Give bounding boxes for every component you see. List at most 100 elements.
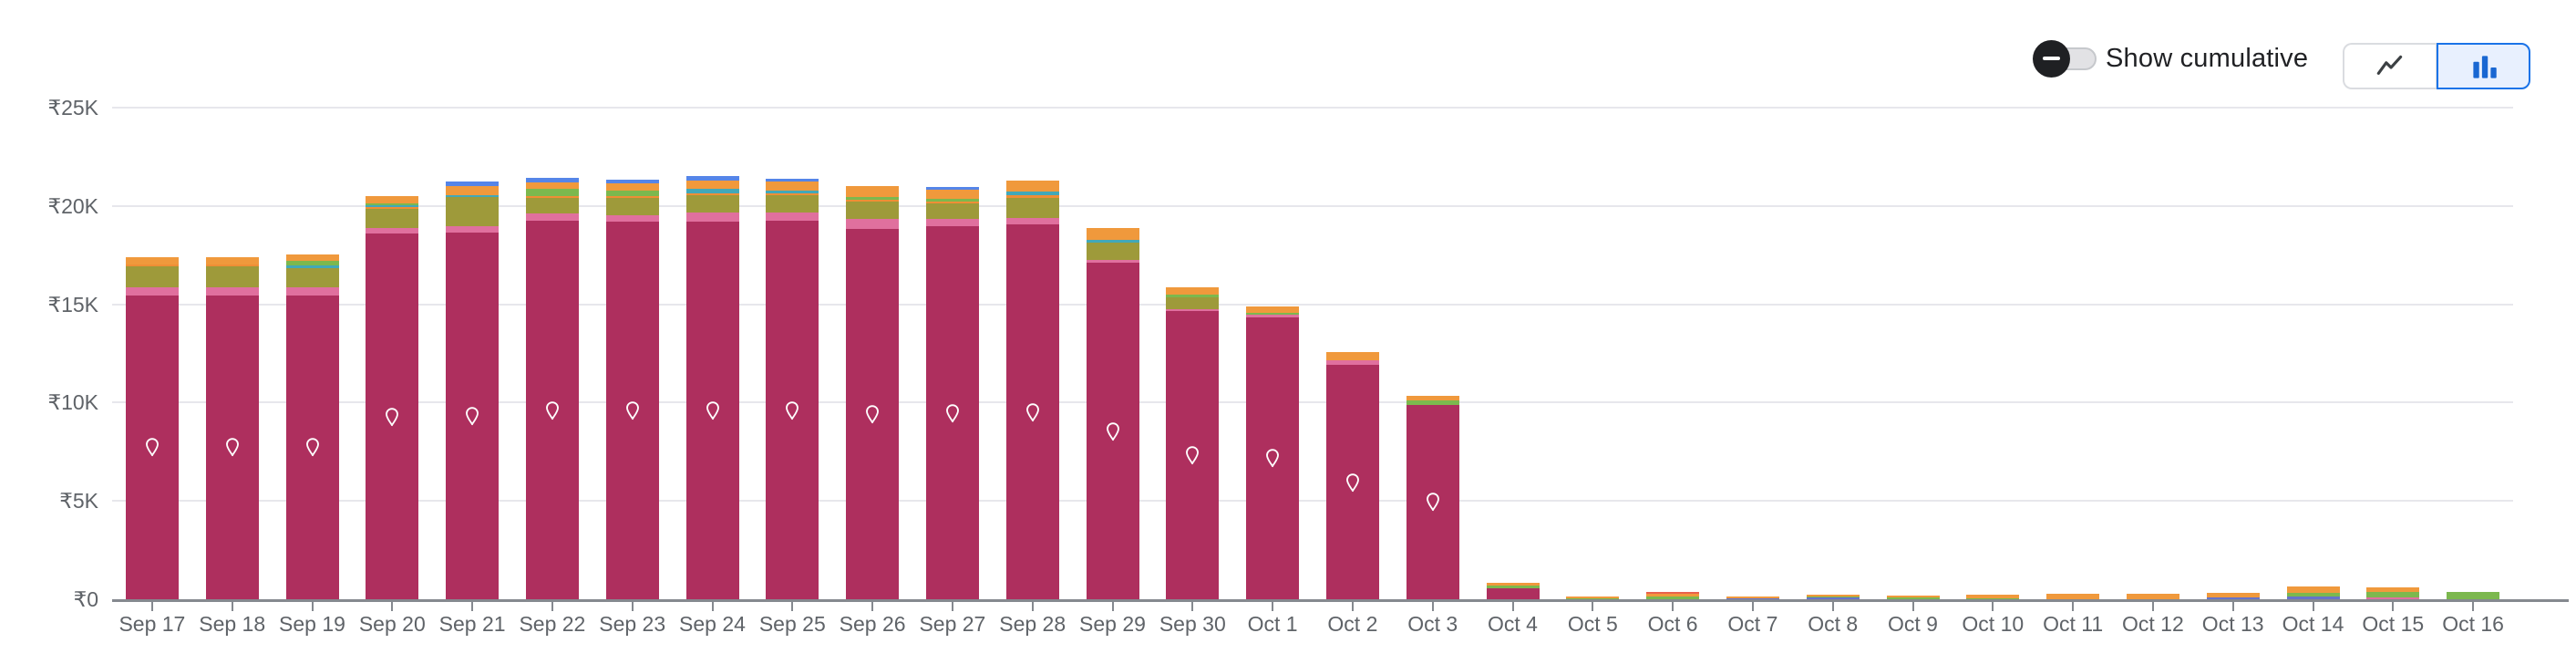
bar-oct-9[interactable] — [1886, 595, 1940, 599]
bar-segment-series-crimson[interactable] — [766, 220, 819, 599]
bar-oct-12[interactable] — [2126, 594, 2179, 599]
bar-segment-series-crimson[interactable] — [1325, 365, 1379, 599]
bar-segment-series-blue[interactable] — [685, 176, 739, 182]
bar-segment-series-orange[interactable] — [1005, 180, 1059, 192]
bar-segment-series-blue[interactable] — [525, 178, 579, 182]
bar-sep-26[interactable] — [846, 186, 900, 599]
bar-segment-series-green[interactable] — [2447, 592, 2500, 599]
bar-segment-series-crimson[interactable] — [605, 222, 659, 599]
bar-sep-27[interactable] — [925, 186, 979, 599]
bar-segment-series-orange[interactable] — [2046, 593, 2100, 599]
bar-segment-series-orange[interactable] — [2366, 587, 2420, 593]
bar-segment-series-pink[interactable] — [1005, 218, 1059, 225]
bar-segment-series-indigo[interactable] — [2206, 597, 2260, 599]
bar-segment-series-olive[interactable] — [205, 266, 259, 287]
bar-segment-series-pink[interactable] — [1086, 260, 1139, 264]
bar-segment-series-orange[interactable] — [766, 181, 819, 191]
bar-segment-series-indigo[interactable] — [1806, 597, 1860, 599]
bar-segment-series-crimson[interactable] — [1005, 224, 1059, 599]
bar-segment-series-green[interactable] — [2366, 592, 2420, 598]
bar-segment-series-orange-thin[interactable] — [846, 199, 900, 202]
bar-sep-17[interactable] — [125, 257, 179, 599]
bar-segment-series-orange-thin[interactable] — [1005, 194, 1059, 198]
bar-sep-30[interactable] — [1166, 287, 1220, 599]
bar-segment-series-orange[interactable] — [1806, 595, 1860, 597]
bar-segment-series-teal[interactable] — [285, 265, 339, 269]
bar-segment-series-olive[interactable] — [285, 268, 339, 287]
bar-chart-button[interactable] — [2437, 43, 2530, 89]
bar-segment-series-orange[interactable] — [1566, 596, 1620, 598]
bar-oct-3[interactable] — [1406, 395, 1459, 599]
bar-segment-series-green[interactable] — [1246, 312, 1300, 316]
bar-segment-series-green[interactable] — [525, 188, 579, 196]
bar-segment-series-orange[interactable] — [1325, 351, 1379, 361]
bar-segment-series-pink[interactable] — [285, 286, 339, 296]
bar-segment-series-orange[interactable] — [685, 181, 739, 190]
bar-segment-series-teal[interactable] — [1086, 240, 1139, 243]
bar-segment-series-orange[interactable] — [2286, 586, 2340, 594]
bar-oct-13[interactable] — [2206, 592, 2260, 599]
bar-segment-series-orange-thin[interactable] — [925, 201, 979, 203]
bar-segment-series-olive[interactable] — [925, 202, 979, 220]
bar-segment-series-green[interactable] — [846, 196, 900, 200]
bar-segment-series-orange-thin[interactable] — [605, 196, 659, 199]
bar-segment-series-orange[interactable] — [1086, 228, 1139, 241]
bar-segment-series-orange-thin[interactable] — [685, 193, 739, 196]
bar-segment-series-crimson[interactable] — [205, 295, 259, 599]
bar-segment-series-crimson[interactable] — [125, 295, 179, 599]
bar-segment-series-teal[interactable] — [685, 189, 739, 194]
bar-segment-series-orange[interactable] — [446, 185, 500, 195]
bar-segment-series-green[interactable] — [366, 203, 419, 206]
bar-oct-4[interactable] — [1486, 582, 1540, 599]
bar-segment-series-green[interactable] — [1166, 295, 1220, 298]
bar-segment-series-pink[interactable] — [1246, 315, 1300, 317]
bar-segment-series-orange[interactable] — [1166, 287, 1220, 296]
bar-segment-series-orange[interactable] — [366, 196, 419, 204]
bar-segment-series-orange[interactable] — [285, 254, 339, 262]
bar-segment-series-green[interactable] — [1566, 597, 1620, 599]
bar-segment-series-green[interactable] — [285, 261, 339, 266]
bar-segment-series-orange[interactable] — [125, 257, 179, 265]
bar-segment-series-olive[interactable] — [685, 195, 739, 213]
bar-segment-series-orange[interactable] — [846, 186, 900, 197]
bar-segment-series-pink[interactable] — [925, 219, 979, 227]
bar-sep-24[interactable] — [685, 176, 739, 599]
bar-segment-series-olive[interactable] — [125, 265, 179, 287]
bar-sep-23[interactable] — [605, 180, 659, 599]
bar-segment-series-olive[interactable] — [1166, 297, 1220, 310]
bar-segment-series-blue[interactable] — [766, 178, 819, 182]
bar-segment-series-olive[interactable] — [766, 194, 819, 213]
bar-segment-series-orange[interactable] — [1406, 395, 1459, 400]
bar-segment-series-pink[interactable] — [125, 286, 179, 296]
bar-segment-series-pink[interactable] — [446, 226, 500, 233]
bar-segment-series-crimson[interactable] — [446, 233, 500, 599]
bar-sep-18[interactable] — [205, 257, 259, 599]
bar-oct-6[interactable] — [1646, 592, 1700, 599]
bar-oct-5[interactable] — [1566, 596, 1620, 599]
bar-segment-series-blue[interactable] — [446, 182, 500, 186]
bar-segment-series-olive[interactable] — [525, 197, 579, 214]
bar-segment-series-indigo[interactable] — [1726, 597, 1779, 599]
bar-segment-series-indigo[interactable] — [2286, 597, 2340, 599]
bar-segment-series-pink[interactable] — [366, 228, 419, 234]
bar-oct-11[interactable] — [2046, 593, 2100, 599]
bar-oct-14[interactable] — [2286, 586, 2340, 599]
show-cumulative-toggle[interactable] — [2031, 39, 2097, 78]
bar-sep-20[interactable] — [366, 196, 419, 599]
bar-segment-series-orange[interactable] — [1726, 596, 1779, 598]
bar-segment-series-orange[interactable] — [1486, 582, 1540, 586]
bar-segment-series-pink[interactable] — [1325, 360, 1379, 366]
bar-oct-7[interactable] — [1726, 596, 1779, 599]
bar-segment-series-teal[interactable] — [766, 190, 819, 193]
bar-sep-21[interactable] — [446, 182, 500, 599]
bar-oct-10[interactable] — [1966, 595, 2020, 599]
bar-segment-series-pink[interactable] — [525, 213, 579, 221]
bar-segment-series-teal[interactable] — [446, 194, 500, 197]
bar-segment-series-crimson[interactable] — [925, 226, 979, 599]
bar-sep-29[interactable] — [1086, 228, 1139, 599]
bar-segment-series-crimson[interactable] — [366, 233, 419, 599]
bar-segment-series-green[interactable] — [2286, 593, 2340, 597]
bar-segment-series-orange-thin[interactable] — [766, 192, 819, 195]
bar-segment-series-olive[interactable] — [1005, 197, 1059, 219]
bar-segment-series-orange[interactable] — [1886, 595, 1940, 598]
